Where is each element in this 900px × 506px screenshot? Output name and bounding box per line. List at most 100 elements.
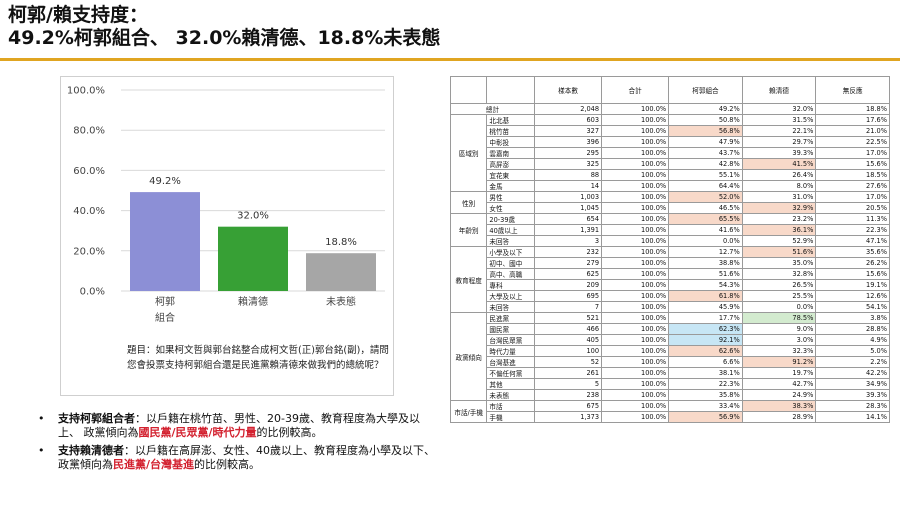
table-cell: 100.0%: [601, 169, 670, 181]
bar-chart-panel: 0.0% 20.0% 40.0% 60.0% 80.0% 100.0% 49.2% 柯郭 組合 3…: [60, 76, 394, 396]
row-label: 未回答: [486, 301, 535, 313]
table-cell: 27.6%: [815, 180, 890, 192]
table-cell: 100.0%: [601, 323, 670, 335]
table-row: 宜花東 88 100.0% 55.1% 26.4% 18.5%: [451, 169, 890, 181]
title-line-1: 柯郭/賴支持度：: [8, 4, 148, 26]
bar: [130, 192, 200, 291]
bar: [218, 226, 288, 291]
table-cell: 28.8%: [815, 323, 890, 335]
row-label: 不偏任何黨: [486, 367, 535, 379]
table-cell: 654: [533, 213, 603, 225]
table-cell: 6.6%: [668, 356, 743, 368]
table-row: 性別 男性 1,003 100.0% 52.0% 31.0% 17.0%: [449, 191, 890, 214]
row-label: 市話: [486, 400, 535, 412]
table-cell: 55.1%: [668, 169, 743, 181]
table-cell: 39.3%: [815, 389, 890, 401]
table-cell: 33.4%: [668, 400, 743, 412]
title-divider: [0, 58, 900, 61]
table-cell: 38.8%: [668, 257, 743, 269]
table-cell: 28.3%: [815, 400, 890, 412]
table-row: 專科 209 100.0% 54.3% 26.5% 19.1%: [451, 279, 890, 291]
table-row: 教育程度 小學及以下 232 100.0% 12.7% 51.6% 35.6%: [449, 246, 890, 313]
row-label: 台灣基進: [486, 356, 535, 368]
table-cell: 405: [533, 334, 603, 346]
y-tick-label: 0.0%: [80, 287, 105, 298]
table-cell: 38.1%: [668, 367, 743, 379]
group-label: 性別: [449, 191, 488, 214]
table-cell: 32.9%: [741, 202, 817, 214]
table-cell: 88: [533, 169, 603, 181]
table-cell: 100.0%: [601, 411, 670, 423]
table-row: 初中、國中 279 100.0% 38.8% 35.0% 26.2%: [451, 257, 890, 269]
row-label: 桃竹苗: [486, 125, 535, 137]
table-cell: 100.0%: [601, 224, 670, 236]
table-row: 金馬 14 100.0% 64.4% 8.0% 27.6%: [451, 180, 890, 192]
table-row: 區域別 北北基 603 100.0% 50.8% 31.5% 17.6%: [449, 114, 890, 192]
crosstab-table: 樣本數 合計 柯郭組合 賴清德 無反應 總計 2,048 100.0% 49.2% 32.0% 18…: [449, 76, 890, 423]
table-cell: 100.0%: [601, 136, 670, 148]
table-cell: 100.0%: [601, 202, 670, 214]
row-label: 未回答: [486, 235, 535, 247]
table-cell: 47.1%: [815, 235, 890, 247]
column-header: 柯郭組合: [668, 76, 743, 104]
table-cell: 15.6%: [815, 268, 890, 280]
table-cell: 100.0%: [601, 334, 670, 346]
column-header: [449, 76, 488, 104]
table-cell: 279: [533, 257, 603, 269]
table-row: 年齡別 20-39歲 654 100.0% 65.5% 23.2% 11.3%: [449, 213, 890, 247]
table-row: 雲嘉南 295 100.0% 43.7% 39.3% 17.0%: [451, 147, 890, 159]
table-cell: 17.6%: [815, 114, 890, 126]
group-label: 年齡別: [449, 213, 488, 247]
x-tick-label: 未表態: [326, 295, 356, 308]
table-cell: 19.1%: [815, 279, 890, 291]
table-cell: 100.0%: [601, 125, 670, 137]
table-cell: 54.1%: [815, 301, 890, 313]
table-cell: 675: [533, 400, 603, 412]
table-cell: 20.5%: [815, 202, 890, 214]
table-cell: 100.0%: [601, 378, 670, 390]
table-cell: 17.0%: [815, 191, 890, 203]
table-cell: 327: [533, 125, 603, 137]
table-cell: 22.5%: [815, 136, 890, 148]
table-cell: 396: [533, 136, 603, 148]
table-cell: 26.4%: [741, 169, 817, 181]
row-label: 初中、國中: [486, 257, 535, 269]
table-cell: 38.3%: [741, 400, 817, 412]
table-cell: 61.8%: [668, 290, 743, 302]
table-cell: 52: [533, 356, 603, 368]
table-cell: 295: [533, 147, 603, 159]
table-cell: 0.0%: [668, 235, 743, 247]
table-cell: 100.0%: [601, 345, 670, 357]
table-row: 高屏澎 325 100.0% 42.8% 41.5% 15.6%: [451, 158, 890, 170]
bullet-dot: •: [38, 412, 45, 425]
table-cell: 100.0%: [601, 279, 670, 291]
table-cell: 100.0%: [601, 268, 670, 280]
y-tick-label: 60.0%: [73, 166, 105, 177]
x-tick-label: 組合: [155, 311, 175, 324]
row-label: 大學及以上: [486, 290, 535, 302]
finding-text: ：以戶籍在高屏澎、女性、40歲以上、教育程度為小學及以下、政黨傾向為: [58, 444, 435, 471]
row-label: 宜花東: [486, 169, 535, 181]
table-cell: 100.0%: [601, 103, 670, 115]
row-label: 中彰投: [486, 136, 535, 148]
table-cell: 19.7%: [741, 367, 817, 379]
bar-value-label: 18.8%: [325, 237, 357, 248]
table-cell: 32.0%: [741, 103, 817, 115]
table-cell: 2.2%: [815, 356, 890, 368]
finding-item: • 支持柯郭組合者：以戶籍在桃竹苗、男性、20-39歲、教育程度為大學及以上、 政…: [36, 412, 436, 440]
table-cell: 39.3%: [741, 147, 817, 159]
bar: [306, 253, 376, 291]
table-cell: 65.5%: [668, 213, 743, 225]
table-cell: 603: [533, 114, 603, 126]
finding-text-tail: 的比例較高。: [194, 458, 261, 471]
table-cell: 42.7%: [741, 378, 817, 390]
table-cell: 17.7%: [668, 312, 743, 324]
table-cell: 26.2%: [815, 257, 890, 269]
row-label: 高屏澎: [486, 158, 535, 170]
table-row: 其他 5 100.0% 22.3% 42.7% 34.9%: [451, 378, 890, 390]
findings-list: • 支持柯郭組合者：以戶籍在桃竹苗、男性、20-39歲、教育程度為大學及以上、 政…: [36, 412, 436, 476]
table-cell: 21.0%: [815, 125, 890, 137]
table-cell: 51.6%: [668, 268, 743, 280]
table-cell: 47.9%: [668, 136, 743, 148]
table-row: 大學及以上 695 100.0% 61.8% 25.5% 12.6%: [451, 290, 890, 302]
